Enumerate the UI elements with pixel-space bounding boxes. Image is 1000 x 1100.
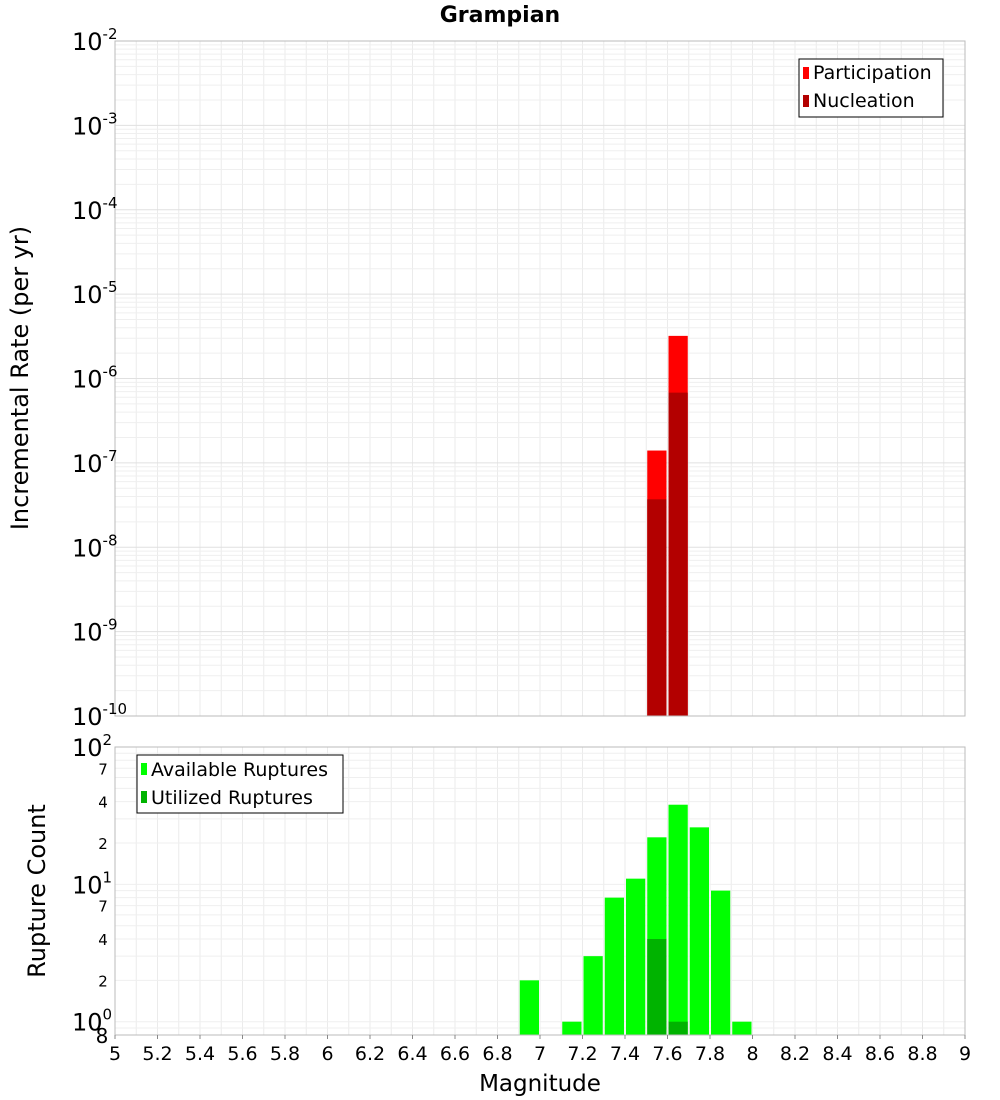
- y-minor-tick-label: 2: [98, 835, 108, 853]
- x-tick-label: 9: [959, 1043, 971, 1065]
- top-y-tick-labels: 10-10 10-9 10-8 10-7 10-6 10-5 10-4 10-3 10-2: [72, 25, 127, 731]
- y-major-tick-label: 102: [72, 731, 112, 762]
- y-tick-label: 10-3: [72, 109, 118, 140]
- legend-nucleation-swatch: [803, 95, 809, 107]
- bar-available-ruptures: [689, 827, 709, 1035]
- x-tick-label: 8: [746, 1043, 758, 1065]
- y-minor-tick-label: 8: [96, 1024, 109, 1048]
- bar-available-ruptures: [519, 980, 539, 1035]
- legend-available-label: Available Ruptures: [151, 759, 328, 781]
- y-tick-label: 10-4: [72, 194, 118, 225]
- y-tick-label: 10-6: [72, 363, 118, 394]
- x-tick-label: 6: [321, 1043, 333, 1065]
- y-major-tick-label: 101: [72, 868, 112, 899]
- y-major-tick-label: 100: [72, 1006, 112, 1037]
- legend-nucleation-label: Nucleation: [813, 90, 915, 112]
- bar-available-ruptures: [668, 804, 688, 1035]
- bar-utilized-ruptures: [668, 1021, 688, 1035]
- bottom-plot-panel: 100 101 102 8 2 4 7 2 4 7 5 5.2 5.4 5.6 5.8 6 6.2 6.4 6.6…: [23, 731, 971, 1097]
- x-tick-label: 6.8: [482, 1043, 512, 1065]
- y-minor-tick-label: 7: [98, 898, 108, 916]
- bottom-y-tick-labels: 100 101 102 8 2 4 7 2 4 7: [72, 731, 112, 1048]
- bar-available-ruptures: [562, 1021, 582, 1035]
- y-minor-tick-label: 4: [98, 931, 108, 949]
- top-legend: Participation Nucleation: [798, 58, 944, 118]
- x-tick-label: 8.4: [822, 1043, 852, 1065]
- y-minor-tick-label: 2: [98, 972, 108, 990]
- x-tick-label: 5.6: [227, 1043, 257, 1065]
- top-plot-border: [114, 40, 966, 717]
- bar-available-ruptures: [626, 878, 646, 1035]
- x-tick-label: 5.4: [185, 1043, 215, 1065]
- x-tick-label: 7: [534, 1043, 546, 1065]
- bottom-legend: Available Ruptures Utilized Ruptures: [136, 754, 344, 814]
- x-tick-label: 5: [109, 1043, 121, 1065]
- legend-participation-swatch: [803, 67, 809, 79]
- bar-available-ruptures: [732, 1021, 752, 1035]
- bottom-legend-box: [136, 754, 344, 814]
- bar-utilized-ruptures: [647, 939, 667, 1035]
- x-tick-label: 5.8: [270, 1043, 300, 1065]
- x-tick-label: 6.6: [440, 1043, 470, 1065]
- bar-available-ruptures: [583, 956, 603, 1035]
- bar-nucleation: [647, 499, 667, 716]
- x-tick-label: 5.2: [142, 1043, 172, 1065]
- y-minor-tick-label: 4: [98, 794, 108, 812]
- top-y-axis-label: Incremental Rate (per yr): [6, 226, 34, 530]
- x-tick-label: 8.8: [907, 1043, 937, 1065]
- legend-utilized-label: Utilized Ruptures: [151, 787, 313, 809]
- x-tick-label: 6.2: [355, 1043, 385, 1065]
- y-tick-label: 10-5: [72, 278, 118, 309]
- bottom-bars: [519, 804, 752, 1035]
- x-tick-labels: 5 5.2 5.4 5.6 5.8 6 6.2 6.4 6.6 6.8 7 7.2 7.4 7.6 7.8 8…: [109, 1035, 971, 1065]
- y-tick-label: 10-2: [72, 25, 118, 56]
- bar-available-ruptures: [711, 890, 731, 1035]
- top-grid: [114, 41, 966, 717]
- top-bars: [647, 335, 688, 716]
- y-tick-label: 10-7: [72, 447, 118, 478]
- bar-nucleation: [668, 392, 688, 716]
- legend-utilized-swatch: [141, 791, 147, 803]
- top-plot-panel: 10-10 10-9 10-8 10-7 10-6 10-5 10-4 10-3 10-2 In…: [6, 25, 966, 731]
- y-minor-tick-label: 7: [98, 760, 108, 778]
- x-tick-label: 8.2: [780, 1043, 810, 1065]
- x-tick-label: 7.4: [610, 1043, 640, 1065]
- bar-available-ruptures: [604, 897, 624, 1035]
- top-legend-box: [798, 58, 944, 118]
- x-tick-label: 6.4: [397, 1043, 427, 1065]
- x-axis-label: Magnitude: [479, 1071, 601, 1097]
- y-tick-label: 10-8: [72, 531, 118, 562]
- x-tick-label: 7.8: [695, 1043, 725, 1065]
- y-tick-label: 10-9: [72, 616, 118, 647]
- bottom-y-axis-label: Rupture Count: [23, 804, 51, 978]
- chart-title: Grampian: [440, 3, 560, 28]
- y-tick-label: 10-10: [72, 700, 127, 731]
- x-tick-label: 7.6: [652, 1043, 682, 1065]
- x-tick-label: 7.2: [567, 1043, 597, 1065]
- legend-participation-label: Participation: [813, 62, 932, 84]
- x-tick-label: 8.6: [865, 1043, 895, 1065]
- legend-available-swatch: [141, 763, 147, 775]
